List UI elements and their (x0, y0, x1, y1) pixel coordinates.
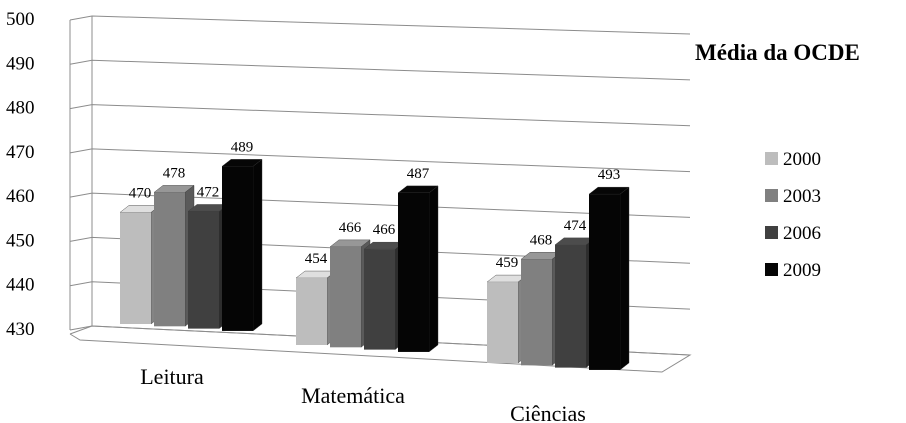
legend-swatch (765, 226, 778, 239)
bar (330, 246, 361, 348)
y-tick-label: 430 (6, 319, 35, 340)
bar (296, 278, 327, 345)
bar (398, 192, 429, 352)
category-labels: Leitura Matemática Ciências (140, 364, 586, 423)
bar (521, 259, 552, 366)
bar (555, 244, 586, 368)
floor-edge (69, 325, 692, 373)
data-label: 487 (407, 166, 430, 182)
legend-label: 2003 (783, 186, 821, 207)
data-label: 466 (373, 222, 396, 238)
data-label: 466 (339, 220, 362, 236)
y-tick-label: 440 (6, 275, 35, 296)
y-tick-label: 500 (6, 9, 35, 30)
legend-label: 2009 (783, 260, 821, 281)
data-label: 474 (564, 218, 587, 234)
gridline (69, 15, 691, 35)
data-label: 478 (163, 165, 186, 181)
data-labels: 470 478 472 489 454 466 466 487 459 468 474 493 (129, 139, 621, 271)
data-label: 470 (129, 185, 152, 201)
data-label: 468 (530, 232, 553, 248)
gridline (69, 104, 691, 127)
legend: 2000 2003 2006 2009 (765, 149, 821, 281)
bar-side (619, 186, 630, 371)
category-label: Leitura (140, 364, 204, 389)
bar (120, 212, 151, 324)
data-label: 489 (231, 139, 254, 155)
y-tick-label: 480 (6, 98, 35, 119)
y-tick-label: 470 (6, 142, 35, 163)
bar (364, 249, 395, 350)
chart-title: Média da OCDE (695, 40, 860, 65)
y-tick-label: 490 (6, 53, 35, 74)
category-label: Ciências (510, 401, 586, 423)
bars (119, 158, 630, 371)
data-label: 493 (598, 167, 621, 183)
y-tick-label: 460 (6, 186, 35, 207)
legend-label: 2000 (783, 149, 821, 170)
y-axis: 430 440 450 460 470 480 490 500 (6, 9, 35, 340)
bar (154, 192, 185, 327)
data-label: 454 (305, 251, 328, 267)
legend-swatch (765, 152, 778, 165)
gridline (69, 59, 691, 81)
category-label: Matemática (301, 383, 405, 408)
bar (188, 211, 219, 329)
bar-side (252, 158, 263, 332)
data-label: 459 (496, 255, 519, 271)
y-tick-label: 450 (6, 230, 35, 251)
bar (487, 282, 518, 363)
legend-label: 2006 (783, 223, 821, 244)
bar-side (428, 185, 439, 353)
gridlines (69, 15, 692, 373)
data-label: 472 (197, 184, 220, 200)
legend-swatch (765, 189, 778, 202)
legend-swatch (765, 263, 778, 276)
bar (589, 194, 620, 370)
bar (222, 166, 253, 331)
